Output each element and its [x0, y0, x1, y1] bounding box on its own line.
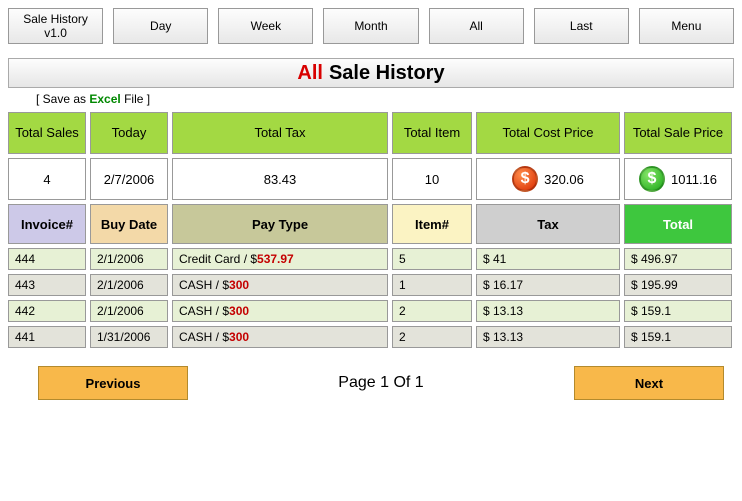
cell-date: 2/1/2006 [90, 300, 168, 322]
menu-button[interactable]: Menu [639, 8, 734, 44]
cell-date: 2/1/2006 [90, 274, 168, 296]
val-total-cost-text: 320.06 [544, 172, 584, 187]
val-total-tax: 83.43 [172, 158, 388, 200]
val-total-item: 10 [392, 158, 472, 200]
pay-amt: 300 [229, 278, 249, 292]
cell-paytype: CASH / $300 [172, 274, 388, 296]
val-today: 2/7/2006 [90, 158, 168, 200]
summary-header-row: Total Sales Today Total Tax Total Item T… [8, 112, 734, 154]
val-total-sale-text: 1011.16 [671, 172, 717, 187]
cell-paytype: CASH / $300 [172, 326, 388, 348]
col-item: Item# [392, 204, 472, 244]
save-pre: [ Save as [36, 92, 89, 106]
val-total-sale: $ 1011.16 [624, 158, 732, 200]
cell-tax: $ 41 [476, 248, 620, 270]
val-total-sales: 4 [8, 158, 86, 200]
cell-item: 5 [392, 248, 472, 270]
pay-pre: Credit Card / $ [179, 252, 257, 266]
cell-invoice: 442 [8, 300, 86, 322]
pay-amt: 300 [229, 330, 249, 344]
cell-total: $ 159.1 [624, 300, 732, 322]
cell-tax: $ 13.13 [476, 300, 620, 322]
last-button[interactable]: Last [534, 8, 629, 44]
save-excel-word: Excel [89, 92, 120, 106]
cell-date: 1/31/2006 [90, 326, 168, 348]
previous-button[interactable]: Previous [38, 366, 188, 400]
cell-total: $ 159.1 [624, 326, 732, 348]
cell-tax: $ 16.17 [476, 274, 620, 296]
hdr-total-tax: Total Tax [172, 112, 388, 154]
cell-invoice: 441 [8, 326, 86, 348]
cell-total: $ 195.99 [624, 274, 732, 296]
cell-date: 2/1/2006 [90, 248, 168, 270]
pay-pre: CASH / $ [179, 330, 229, 344]
cell-item: 2 [392, 300, 472, 322]
pay-amt: 300 [229, 304, 249, 318]
cell-invoice: 444 [8, 248, 86, 270]
col-invoice: Invoice# [8, 204, 86, 244]
cell-invoice: 443 [8, 274, 86, 296]
pay-pre: CASH / $ [179, 278, 229, 292]
table-row[interactable]: 442 2/1/2006 CASH / $300 2 $ 13.13 $ 159… [8, 300, 734, 322]
table-row[interactable]: 441 1/31/2006 CASH / $300 2 $ 13.13 $ 15… [8, 326, 734, 348]
day-button[interactable]: Day [113, 8, 208, 44]
table-row[interactable]: 444 2/1/2006 Credit Card / $537.97 5 $ 4… [8, 248, 734, 270]
cell-paytype: Credit Card / $537.97 [172, 248, 388, 270]
page-title: All Sale History [8, 58, 734, 88]
val-total-cost: $ 320.06 [476, 158, 620, 200]
pay-amt: 537.97 [257, 252, 294, 266]
pagination-bar: Previous Page 1 Of 1 Next [8, 366, 734, 400]
hdr-total-item: Total Item [392, 112, 472, 154]
top-menu: Sale Historyv1.0 Day Week Month All Last… [8, 8, 734, 44]
title-rest: Sale History [329, 62, 445, 85]
table-row[interactable]: 443 2/1/2006 CASH / $300 1 $ 16.17 $ 195… [8, 274, 734, 296]
col-total: Total [624, 204, 732, 244]
col-paytype: Pay Type [172, 204, 388, 244]
data-grid: Total Sales Today Total Tax Total Item T… [8, 112, 734, 348]
dollar-red-icon: $ [512, 166, 538, 192]
cell-item: 1 [392, 274, 472, 296]
cell-paytype: CASH / $300 [172, 300, 388, 322]
month-button[interactable]: Month [323, 8, 418, 44]
summary-value-row: 4 2/7/2006 83.43 10 $ 320.06 $ 1011.16 [8, 158, 734, 200]
next-button[interactable]: Next [574, 366, 724, 400]
app-title-button[interactable]: Sale Historyv1.0 [8, 8, 103, 44]
hdr-total-cost: Total Cost Price [476, 112, 620, 154]
cell-tax: $ 13.13 [476, 326, 620, 348]
all-button[interactable]: All [429, 8, 524, 44]
hdr-total-sales: Total Sales [8, 112, 86, 154]
cell-total: $ 496.97 [624, 248, 732, 270]
save-post: File ] [121, 92, 150, 106]
page-indicator: Page 1 Of 1 [338, 374, 423, 392]
col-tax: Tax [476, 204, 620, 244]
column-header-row: Invoice# Buy Date Pay Type Item# Tax Tot… [8, 204, 734, 244]
hdr-today: Today [90, 112, 168, 154]
title-prefix: All [297, 62, 323, 85]
week-button[interactable]: Week [218, 8, 313, 44]
save-as-excel-link[interactable]: [ Save as Excel File ] [36, 92, 734, 106]
cell-item: 2 [392, 326, 472, 348]
col-buydate: Buy Date [90, 204, 168, 244]
hdr-total-sale: Total Sale Price [624, 112, 732, 154]
pay-pre: CASH / $ [179, 304, 229, 318]
dollar-green-icon: $ [639, 166, 665, 192]
